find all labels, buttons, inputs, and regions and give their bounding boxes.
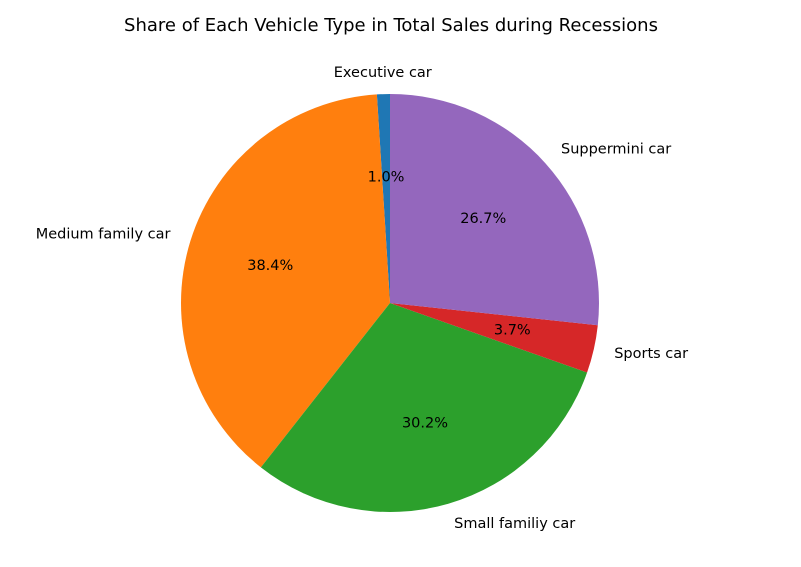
category-label-medium-family-car: Medium family car xyxy=(36,227,171,243)
pie-labels: Executive car 1.0% Medium family car 38.4% S… xyxy=(36,65,688,532)
category-label-sports-car: Sports car xyxy=(614,346,688,362)
percent-label-medium-family-car: 38.4% xyxy=(247,258,293,274)
pie-slice-suppermini-car xyxy=(390,94,599,326)
percent-label-suppermini-car: 26.7% xyxy=(460,211,506,227)
pie-slice-executive-car xyxy=(376,94,390,303)
chart-title: Share of Each Vehicle Type in Total Sale… xyxy=(124,15,658,36)
pie-slice-medium-family-car xyxy=(181,94,390,468)
category-label-small-familiy-car: Small familiy car xyxy=(454,516,575,532)
category-label-suppermini-car: Suppermini car xyxy=(561,141,671,157)
pie-slice-small-familiy-car xyxy=(260,303,588,512)
category-label-executive-car: Executive car xyxy=(334,65,432,81)
percent-label-small-familiy-car: 30.2% xyxy=(402,415,448,431)
percent-label-sports-car: 3.7% xyxy=(494,323,531,339)
percent-label-executive-car: 1.0% xyxy=(368,170,405,186)
pie-slices xyxy=(181,94,599,512)
pie-slice-sports-car xyxy=(390,303,598,373)
